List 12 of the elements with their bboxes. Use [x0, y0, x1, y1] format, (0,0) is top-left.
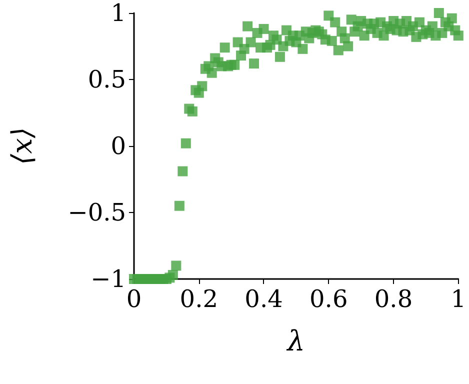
y-tick-label: 0: [110, 132, 126, 160]
y-tick-label: 0.5: [88, 66, 126, 94]
x-tick-label: 1: [450, 285, 466, 313]
y-axis-title: ⟨x⟩: [6, 127, 38, 165]
x-tick-label: 0.8: [374, 285, 413, 313]
y-tick-label: −1: [90, 265, 126, 293]
x-axis-title: λ: [286, 324, 306, 358]
y-tick-label: −0.5: [68, 198, 126, 226]
x-tick-label: 0.4: [244, 285, 283, 313]
y-tick-label: 1: [110, 0, 126, 27]
x-tick-label: 0.2: [180, 285, 218, 313]
x-tick-label: 0.6: [310, 285, 348, 313]
